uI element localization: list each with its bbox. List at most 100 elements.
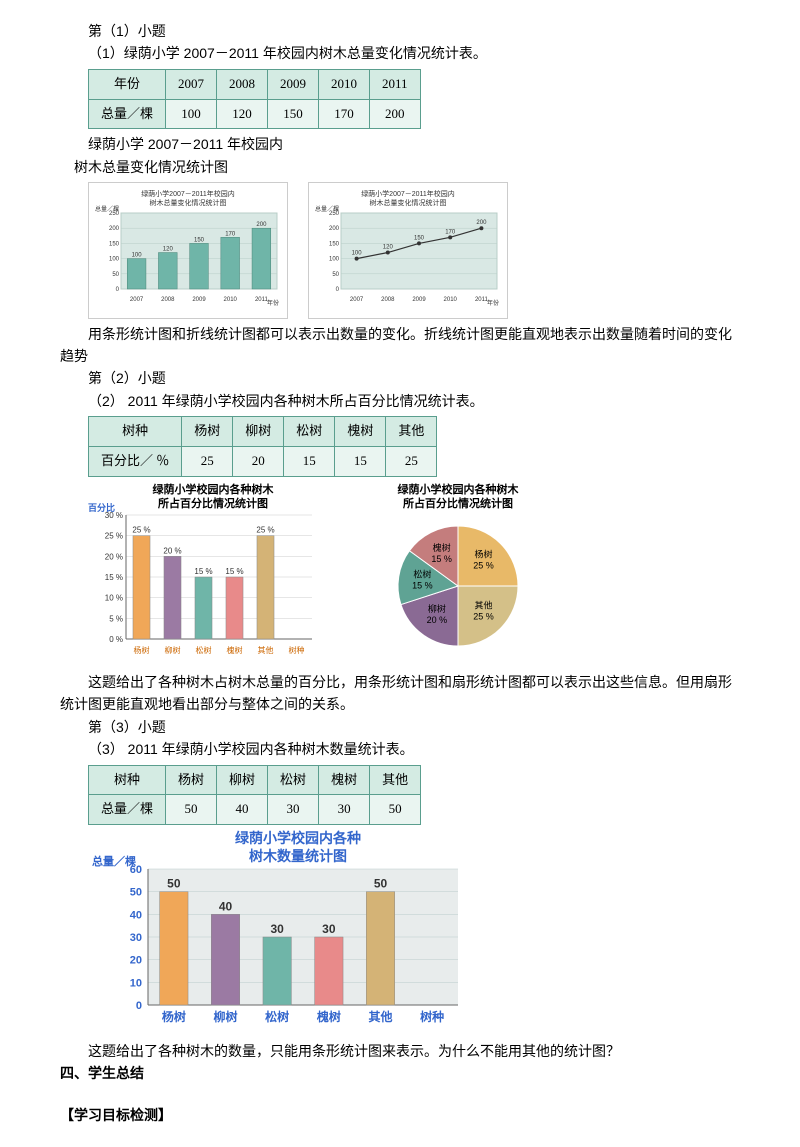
q1-header: 第（1）小题 [60,20,740,42]
p3: 这题给出了各种树木的数量，只能用条形统计图来表示。为什么不能用其他的统计图？ [60,1040,740,1062]
svg-text:50: 50 [332,272,339,278]
svg-text:30: 30 [130,932,142,944]
svg-text:30: 30 [322,922,336,936]
svg-text:50: 50 [130,887,142,899]
svg-text:0: 0 [136,1000,142,1012]
svg-text:50: 50 [112,272,119,278]
svg-text:200: 200 [476,220,487,226]
table-header: 2008 [217,69,268,99]
sub1-l1: 绿荫小学 2007－2011 年校园内 [60,133,740,155]
svg-text:槐树: 槐树 [433,542,451,553]
table-header: 树种 [89,417,182,447]
svg-text:杨树: 杨树 [134,645,150,655]
q1-text: （1）绿荫小学 2007－2011 年校园内树木总量变化情况统计表。 [60,42,740,64]
table-cell: 50 [370,795,421,825]
table-cell: 15 [284,446,335,476]
table-cell: 100 [166,99,217,129]
svg-text:20: 20 [130,955,142,967]
svg-text:2009: 2009 [192,297,206,303]
svg-text:50: 50 [167,877,181,891]
svg-text:2010: 2010 [224,297,238,303]
svg-text:0: 0 [116,287,120,293]
big-bar-chart: 绿荫小学校园内各种树木数量统计图总量／棵010203040506050杨树40柳… [88,829,740,1035]
p1: 用条形统计图和折线统计图都可以表示出数量的变化。折线统计图更能直观地表示出数量随… [60,323,740,368]
svg-text:绿荫小学2007－2011年校园内: 绿荫小学2007－2011年校园内 [361,189,455,198]
svg-text:绿荫小学校园内各种树木: 绿荫小学校园内各种树木 [153,482,275,496]
svg-text:200: 200 [109,226,120,232]
svg-text:年份: 年份 [267,299,279,307]
svg-text:2008: 2008 [161,297,175,303]
mini-line-chart: 绿荫小学2007－2011年校园内树木总量变化情况统计图总量／棵年份050100… [308,182,508,318]
svg-text:松树: 松树 [413,568,431,579]
table-cell: 40 [217,795,268,825]
table-header: 槐树 [319,765,370,795]
svg-text:15 %: 15 % [412,580,433,590]
svg-text:柳树: 柳树 [428,603,446,614]
svg-text:绿荫小学校园内各种树木: 绿荫小学校园内各种树木 [398,482,520,496]
svg-text:40: 40 [219,900,233,914]
table-cell: 50 [166,795,217,825]
svg-text:250: 250 [109,211,120,217]
sub1-l2: 树木总量变化情况统计图 [60,156,740,178]
svg-text:15 %: 15 % [194,567,212,576]
svg-text:20 %: 20 % [105,552,123,561]
table-header: 其他 [386,417,437,447]
table-header: 柳树 [217,765,268,795]
combo-bar-chart: 绿荫小学校园内各种树木所占百分比情况统计图百分比0 %5 %10 %15 %20… [88,481,318,667]
svg-text:10: 10 [130,978,142,990]
table-cell: 30 [268,795,319,825]
svg-text:树木总量变化情况统计图: 树木总量变化情况统计图 [150,198,227,207]
p2: 这题给出了各种树木占树木总量的百分比，用条形统计图和扇形统计图都可以表示出这些信… [60,671,740,716]
svg-text:所占百分比情况统计图: 所占百分比情况统计图 [158,496,268,510]
svg-text:50: 50 [374,877,388,891]
svg-text:10 %: 10 % [105,593,123,602]
svg-text:树种: 树种 [420,1009,444,1024]
svg-text:30: 30 [270,922,284,936]
table-header: 槐树 [335,417,386,447]
svg-text:170: 170 [225,231,236,237]
svg-text:树木总量变化情况统计图: 树木总量变化情况统计图 [370,198,447,207]
section-test: 【学习目标检测】 [60,1104,740,1126]
svg-text:100: 100 [329,257,340,263]
table-1: 年份20072008200920102011总量／棵10012015017020… [88,69,421,130]
table-cell: 30 [319,795,370,825]
svg-text:2007: 2007 [130,297,144,303]
q2-header: 第（2）小题 [60,367,740,389]
svg-text:15 %: 15 % [225,567,243,576]
svg-text:5 %: 5 % [109,614,123,623]
table-header: 松树 [284,417,335,447]
svg-text:2008: 2008 [381,297,395,303]
svg-text:2011: 2011 [255,297,269,303]
table-header: 杨树 [182,417,233,447]
svg-text:绿荫小学2007－2011年校园内: 绿荫小学2007－2011年校园内 [141,189,235,198]
svg-text:150: 150 [109,242,120,248]
svg-text:25 %: 25 % [473,560,494,570]
table-cell: 120 [217,99,268,129]
svg-text:100: 100 [109,257,120,263]
mini-bar-chart: 绿荫小学2007－2011年校园内树木总量变化情况统计图总量／棵年份050100… [88,182,288,318]
svg-text:柳树: 柳树 [165,645,181,655]
svg-text:15 %: 15 % [431,554,452,564]
svg-text:120: 120 [383,245,394,251]
svg-text:200: 200 [329,226,340,232]
svg-text:170: 170 [445,229,456,235]
svg-text:2007: 2007 [350,297,364,303]
table-cell: 150 [268,99,319,129]
svg-text:槐树: 槐树 [227,645,243,655]
table-header: 2010 [319,69,370,99]
svg-text:其他: 其他 [474,599,492,610]
svg-text:绿荫小学校园内各种: 绿荫小学校园内各种 [235,830,361,846]
svg-text:槐树: 槐树 [316,1009,341,1024]
table-cell: 百分比／ ％ [89,446,182,476]
svg-text:150: 150 [329,242,340,248]
table-header: 2007 [166,69,217,99]
svg-text:0 %: 0 % [109,635,123,644]
svg-text:松树: 松树 [265,1009,289,1024]
table-cell: 总量／棵 [89,99,166,129]
svg-text:15 %: 15 % [105,573,123,582]
svg-text:120: 120 [163,247,174,253]
table-header: 年份 [89,69,166,99]
table-cell: 170 [319,99,370,129]
svg-text:30 %: 30 % [105,511,123,520]
table-2: 树种杨树柳树松树槐树其他百分比／ ％2520151525 [88,416,437,477]
